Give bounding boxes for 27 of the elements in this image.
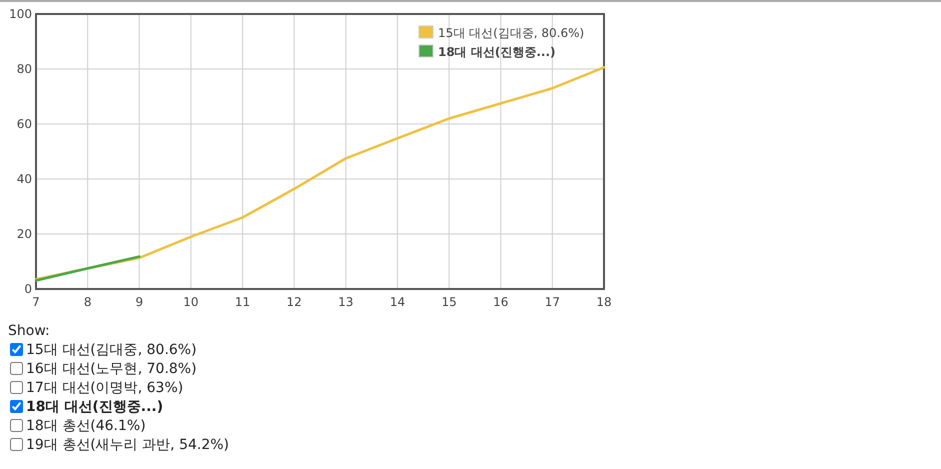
x-tick-label: 11 xyxy=(234,295,250,309)
text: 19대 총선(새누리 과반, 54.2%) xyxy=(26,437,230,453)
x-tick-label: 17 xyxy=(544,295,560,309)
legend-label: 15대 대선(김대중, 80.6%) xyxy=(438,26,584,40)
text: 15대 대선(김대중, 80.6%) xyxy=(26,342,197,358)
text: Show: xyxy=(8,322,51,341)
text: 18대 대선(진행중...) xyxy=(26,399,164,415)
x-tick-label: 10 xyxy=(183,295,199,309)
x-tick-label: 8 xyxy=(84,295,92,309)
x-tick-label: 16 xyxy=(493,295,508,309)
y-tick-label: 0 xyxy=(24,282,32,296)
text: 16대 대선(노무현, 70.8%) xyxy=(26,361,197,377)
x-tick-label: 9 xyxy=(135,295,144,309)
y-tick-label: 60 xyxy=(16,117,32,131)
text: 17대 대선(이명박, 63%) xyxy=(26,380,184,396)
legend-label: 18대 대선(진행중...) xyxy=(438,45,556,59)
y-tick-label: 40 xyxy=(16,172,32,186)
x-tick-label: 13 xyxy=(338,295,354,309)
y-tick-label: 20 xyxy=(16,227,32,241)
x-tick-label: 12 xyxy=(286,295,302,309)
y-tick-label: 100 xyxy=(9,7,32,21)
x-tick-label: 18 xyxy=(596,295,612,309)
text: 18대 총선(46.1%) xyxy=(26,418,146,434)
y-tick-label: 80 xyxy=(16,62,32,76)
x-tick-label: 7 xyxy=(32,295,40,309)
x-tick-label: 15 xyxy=(441,295,457,309)
x-tick-label: 14 xyxy=(390,295,406,309)
